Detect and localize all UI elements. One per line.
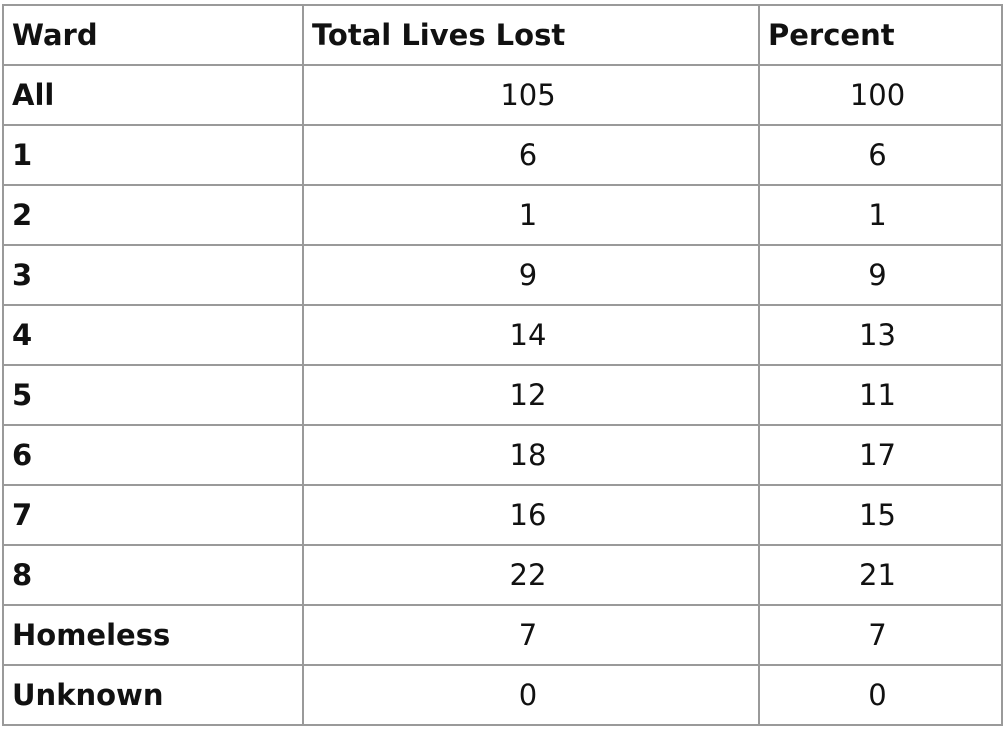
percent-cell: 21 <box>758 544 1003 606</box>
table-row: 6 18 17 <box>2 424 1003 486</box>
percent-cell: 1 <box>758 184 1003 246</box>
ward-cell: 1 <box>2 124 304 186</box>
header-percent: Percent <box>758 4 1003 66</box>
header-ward: Ward <box>2 4 304 66</box>
table-row: 1 6 6 <box>2 124 1003 186</box>
percent-cell: 17 <box>758 424 1003 486</box>
ward-cell: Unknown <box>2 664 304 726</box>
ward-lives-table: Ward Total Lives Lost Percent All 105 10… <box>2 4 1003 726</box>
percent-cell: 0 <box>758 664 1003 726</box>
percent-cell: 11 <box>758 364 1003 426</box>
ward-cell: 5 <box>2 364 304 426</box>
header-total-lives-lost: Total Lives Lost <box>302 4 760 66</box>
table-row: 3 9 9 <box>2 244 1003 306</box>
lives-cell: 16 <box>302 484 760 546</box>
table-row: 4 14 13 <box>2 304 1003 366</box>
lives-cell: 22 <box>302 544 760 606</box>
lives-cell: 7 <box>302 604 760 666</box>
percent-cell: 6 <box>758 124 1003 186</box>
ward-cell: 3 <box>2 244 304 306</box>
table-row: Homeless 7 7 <box>2 604 1003 666</box>
ward-cell: 8 <box>2 544 304 606</box>
lives-cell: 1 <box>302 184 760 246</box>
percent-cell: 9 <box>758 244 1003 306</box>
ward-cell: 6 <box>2 424 304 486</box>
table-row: 7 16 15 <box>2 484 1003 546</box>
percent-cell: 13 <box>758 304 1003 366</box>
header-row: Ward Total Lives Lost Percent <box>2 4 1003 66</box>
lives-cell: 105 <box>302 64 760 126</box>
ward-cell: 2 <box>2 184 304 246</box>
table-row: 8 22 21 <box>2 544 1003 606</box>
table-row: 5 12 11 <box>2 364 1003 426</box>
lives-cell: 14 <box>302 304 760 366</box>
ward-cell: 7 <box>2 484 304 546</box>
table-row: 2 1 1 <box>2 184 1003 246</box>
lives-cell: 6 <box>302 124 760 186</box>
ward-cell: 4 <box>2 304 304 366</box>
ward-cell: Homeless <box>2 604 304 666</box>
table-row: All 105 100 <box>2 64 1003 126</box>
lives-cell: 12 <box>302 364 760 426</box>
percent-cell: 100 <box>758 64 1003 126</box>
percent-cell: 15 <box>758 484 1003 546</box>
table-row: Unknown 0 0 <box>2 664 1003 726</box>
lives-cell: 9 <box>302 244 760 306</box>
lives-cell: 0 <box>302 664 760 726</box>
lives-cell: 18 <box>302 424 760 486</box>
percent-cell: 7 <box>758 604 1003 666</box>
ward-cell: All <box>2 64 304 126</box>
